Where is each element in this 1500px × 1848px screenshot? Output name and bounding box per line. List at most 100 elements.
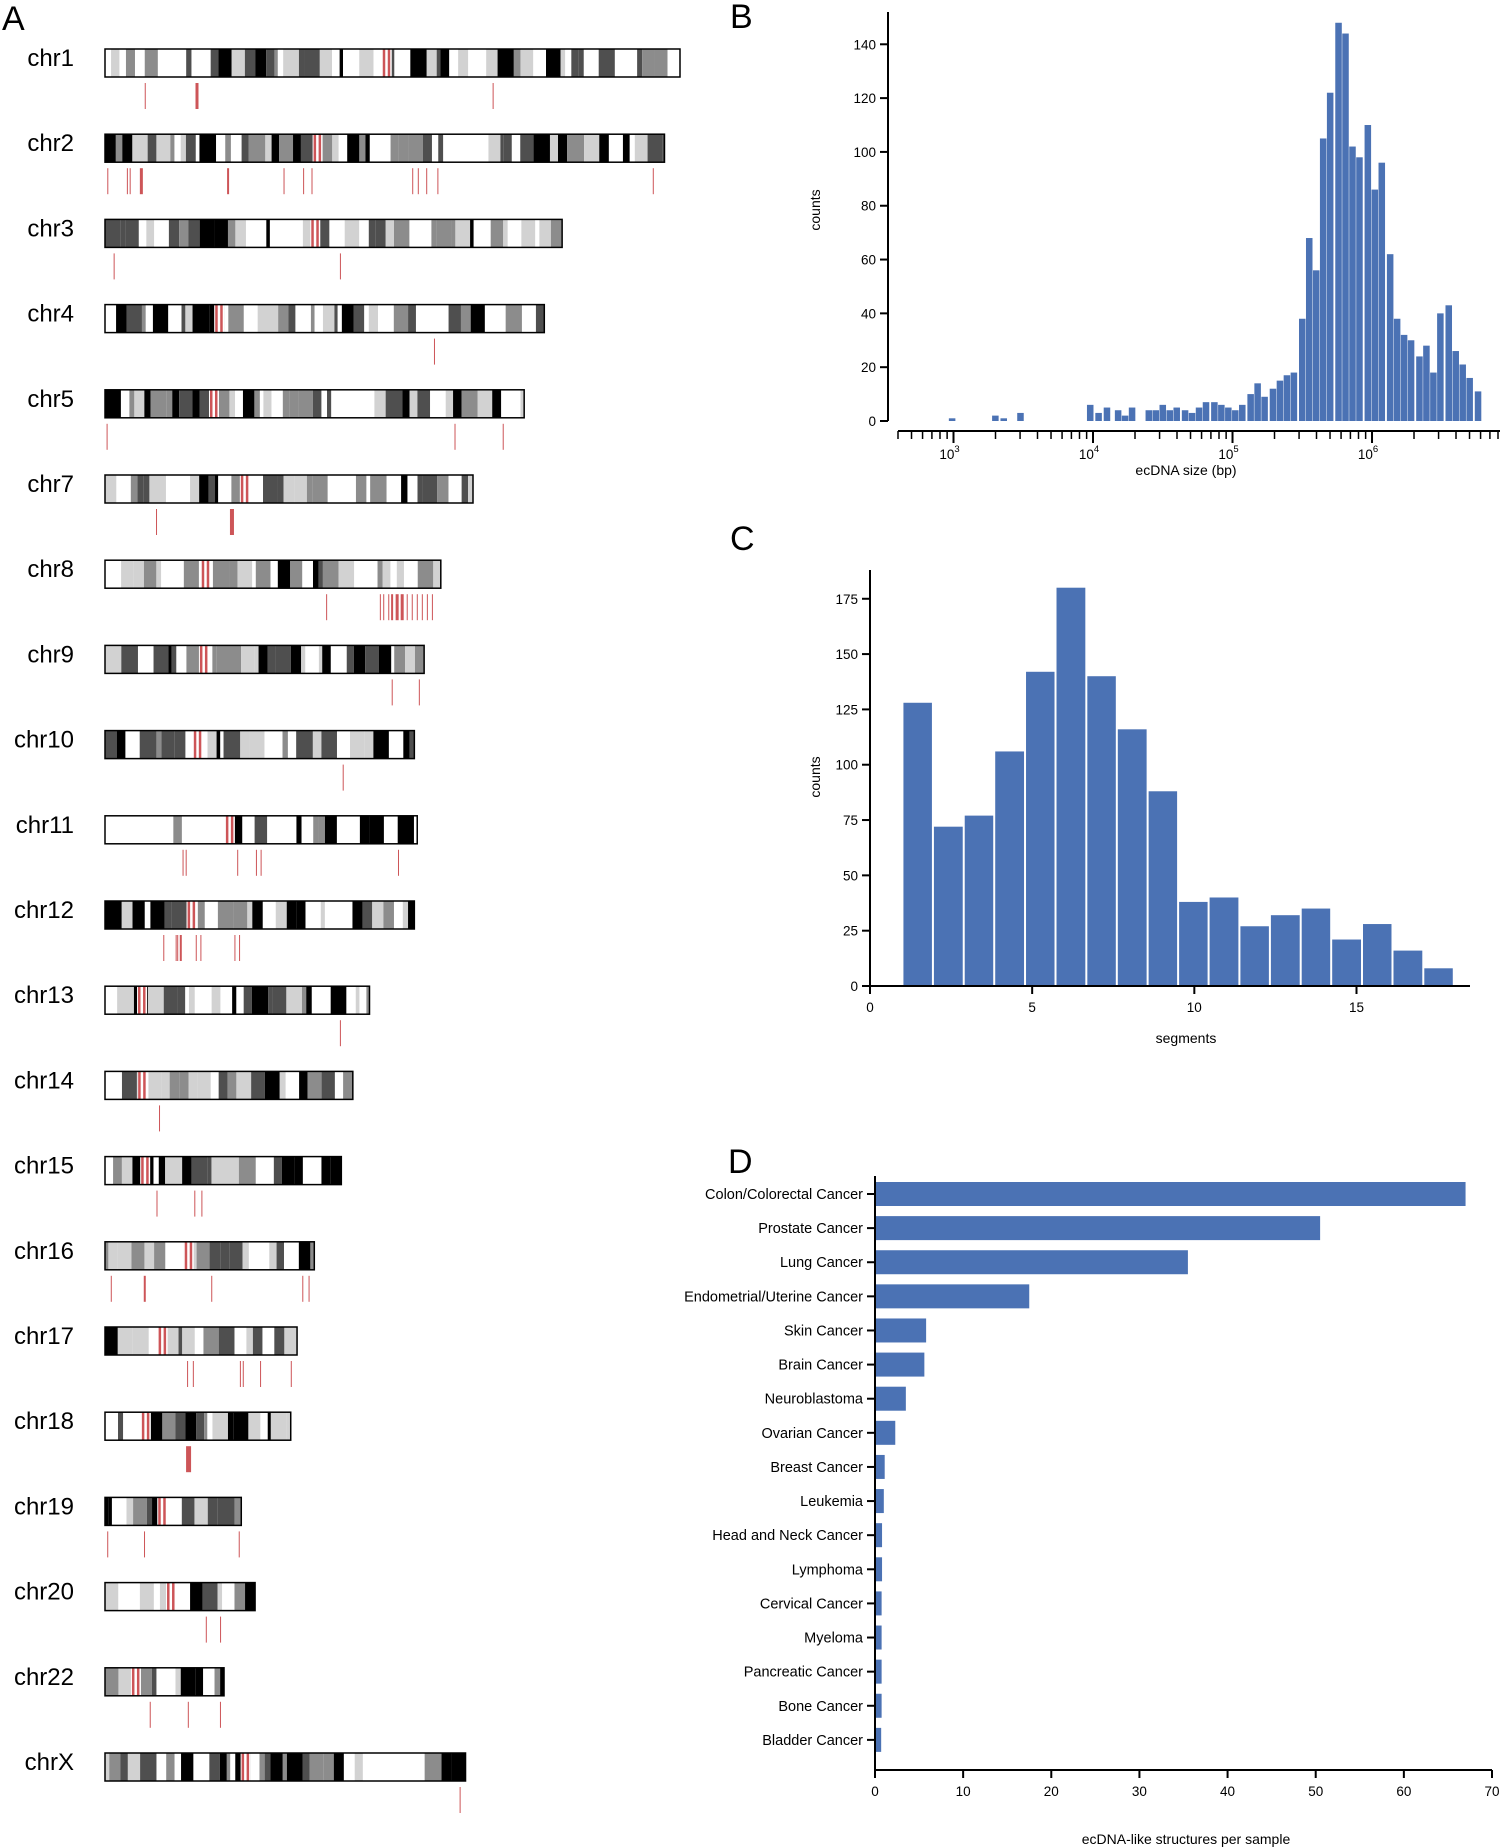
size-histogram: counts ecDNA size (bp) 0 20 40 60 80 100 120 14…: [807, 12, 1500, 478]
cytoband: [254, 815, 268, 844]
centromere-mark: [167, 1582, 170, 1611]
cytoband: [125, 49, 135, 77]
cytoband: [165, 1156, 176, 1185]
centromere-mark: [138, 1071, 141, 1100]
cytoband: [355, 986, 360, 1015]
cytoband: [283, 49, 299, 77]
size-histogram-bar: [1466, 377, 1473, 421]
centromere-gap: [224, 815, 235, 844]
cytoband: [181, 1497, 195, 1526]
ecdna-locus-mark: [227, 168, 230, 195]
chromosome-label: chr1: [27, 45, 74, 72]
cytoband: [318, 560, 323, 589]
segments-histogram-bar: [1117, 729, 1147, 986]
cytoband: [179, 389, 193, 418]
chromosome-label: chrX: [25, 1749, 74, 1776]
cytoband: [490, 219, 504, 248]
cytoband: [237, 560, 253, 589]
cancer-bar: [875, 1454, 885, 1479]
cytoband: [486, 49, 498, 77]
chromosome-outline: [104, 48, 681, 78]
cytoband: [156, 730, 162, 759]
cytoband: [251, 986, 269, 1015]
y-tick-label: 100: [853, 145, 876, 160]
cytoband: [105, 219, 121, 248]
centromere-gap: [140, 1156, 151, 1185]
cytoband: [161, 730, 175, 759]
cytoband: [158, 1156, 166, 1185]
cytoband: [209, 1753, 220, 1781]
size-histogram-bar: [1195, 407, 1203, 421]
cytoband: [216, 645, 232, 674]
size-histogram-bar: [1159, 404, 1167, 421]
ecdna-locus-mark: [219, 1701, 221, 1728]
cytoband: [113, 1156, 122, 1185]
cytoband: [117, 986, 134, 1015]
chromosome-label: chr12: [14, 897, 74, 924]
chromosome-chr2: chr2: [27, 130, 666, 195]
cytoband: [286, 1753, 303, 1781]
cytoband: [108, 1241, 118, 1270]
cytoband: [298, 49, 305, 77]
centromere-gap: [198, 645, 209, 674]
ecdna-locus-mark: [144, 1531, 146, 1558]
ecdna-locus-mark: [260, 1361, 262, 1387]
chromosome-body: [105, 1582, 256, 1611]
ideogram-panel: chr1 chr2 chr3 chr4 chr5 chr7 chr8 chr9 chr10 chr…: [14, 45, 681, 1813]
cytoband: [236, 1071, 252, 1100]
cytoband: [116, 304, 127, 333]
cytoband: [309, 1753, 324, 1781]
cytoband: [242, 389, 255, 418]
cytoband: [283, 475, 295, 503]
cytoband: [274, 1327, 285, 1355]
size-histogram-bar: [1166, 410, 1174, 421]
cytoband: [422, 134, 432, 163]
cytoband: [199, 134, 217, 163]
cancer-bar: [875, 1489, 884, 1514]
centromere-mark: [131, 1667, 135, 1696]
y-tick-label: 20: [861, 360, 876, 375]
chromosome-chr18: chr18: [14, 1408, 292, 1473]
centromere-mark: [316, 219, 319, 248]
cytoband: [275, 645, 291, 674]
cancer-type-label: Endometrial/Uterine Cancer: [684, 1289, 863, 1305]
cytoband: [277, 560, 291, 589]
chromosome-outline: [104, 474, 474, 504]
cytoband: [196, 1412, 205, 1441]
cytoband: [374, 389, 386, 418]
cytoband: [132, 901, 145, 929]
chromosome-label: chr16: [14, 1238, 74, 1265]
cytoband: [186, 49, 192, 77]
cytoband: [185, 304, 193, 333]
ecdna-locus-mark: [379, 594, 381, 621]
segments-histogram-bar: [1301, 908, 1331, 986]
size-histogram-bar: [1474, 391, 1482, 421]
chromosome-chr7: chr7: [27, 471, 474, 535]
cytoband: [226, 1753, 231, 1781]
chromosome-label: chr13: [14, 982, 74, 1009]
cytoband: [105, 1753, 110, 1781]
size-histogram-bar: [1378, 162, 1386, 421]
ecdna-locus-mark: [156, 1190, 158, 1217]
cytoband: [320, 901, 325, 929]
chromosome-outline: [104, 1326, 298, 1356]
centromere-gap: [208, 389, 219, 418]
cytoband: [307, 1071, 322, 1100]
cytoband: [321, 1156, 331, 1185]
chromosome-outline: [104, 1070, 354, 1101]
cytoband: [120, 219, 126, 248]
ecdna-locus-mark: [179, 935, 182, 961]
cytoband: [141, 304, 146, 333]
cytoband: [172, 389, 180, 418]
size-histogram-bar: [1349, 146, 1356, 421]
cytoband: [560, 49, 566, 77]
cytoband: [243, 986, 252, 1015]
cytoband: [117, 1241, 132, 1270]
size-histogram-bar: [1225, 407, 1232, 421]
cancer-type-label: Skin Cancer: [784, 1323, 863, 1339]
cancer-type-label: Bone Cancer: [778, 1699, 863, 1715]
segments-histogram-bar: [1332, 939, 1361, 986]
cytoband: [289, 389, 299, 418]
segments-histogram-bar: [964, 815, 994, 986]
cytoband: [252, 901, 263, 929]
